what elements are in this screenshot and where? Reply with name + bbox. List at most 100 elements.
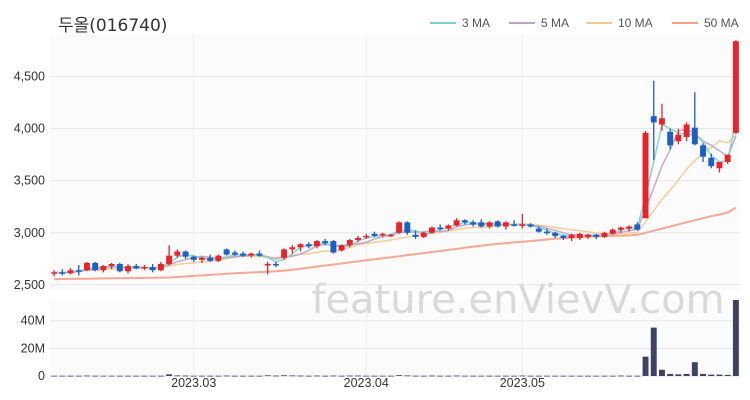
volume-bar — [215, 375, 222, 377]
volume-bar — [544, 375, 550, 377]
candle-body — [297, 244, 304, 248]
volume-bar — [207, 375, 214, 377]
volume-bar — [527, 375, 534, 377]
price-tick-label: 4,000 — [14, 122, 45, 136]
candle-body — [248, 253, 255, 256]
volume-bar — [659, 369, 665, 376]
volume-plot-area — [50, 300, 740, 376]
volume-bar — [535, 375, 542, 377]
candle-body — [708, 157, 715, 167]
legend-swatch — [430, 22, 456, 24]
volume-bar — [502, 375, 509, 377]
volume-bar — [691, 362, 698, 376]
ma5-line — [54, 128, 737, 274]
volume-bar — [494, 375, 501, 377]
candle-body — [478, 222, 485, 227]
legend-swatch — [586, 22, 612, 24]
watermark-text: feature.enVievV.com — [311, 277, 724, 323]
candle-body — [199, 257, 205, 260]
volume-bar — [322, 375, 329, 377]
candle-body — [355, 237, 361, 241]
candle-body — [576, 233, 583, 238]
volume-bar — [683, 373, 690, 376]
volume-tick-label: 20M — [21, 341, 45, 355]
candle-body — [314, 241, 320, 247]
candle-body — [560, 235, 567, 238]
volume-bar — [437, 375, 444, 377]
x-tick-label: 2023.05 — [500, 376, 545, 390]
volume-bar — [601, 375, 608, 377]
volume-bar — [552, 375, 559, 377]
volume-bar — [478, 375, 485, 377]
candle-body — [544, 231, 550, 234]
legend-item: 50 MA — [672, 16, 739, 30]
x-tick-label: 2023.04 — [344, 376, 389, 390]
volume-bar — [667, 373, 674, 376]
volume-bar — [453, 375, 460, 377]
volume-bar — [371, 375, 378, 377]
ma10-line — [54, 134, 737, 274]
candle-body — [231, 252, 238, 255]
volume-bar — [84, 375, 90, 377]
price-tick-label: 3,500 — [14, 174, 45, 188]
candle-body — [379, 233, 386, 236]
candle-body — [617, 227, 624, 230]
volume-bar — [617, 375, 624, 377]
legend-item: 10 MA — [586, 16, 653, 30]
candle-body — [552, 232, 559, 236]
legend-label: 5 MA — [541, 16, 570, 30]
volume-bar — [642, 356, 649, 376]
volume-bar — [675, 374, 682, 376]
volume-bar — [174, 375, 181, 377]
price-plot-area — [50, 35, 740, 290]
candle-body — [437, 227, 444, 230]
candle-body — [445, 225, 452, 229]
volume-bar — [650, 327, 657, 376]
volume-bar — [412, 375, 419, 377]
candle-body — [207, 257, 214, 261]
candle-body — [502, 222, 509, 227]
candle-body — [305, 244, 312, 247]
candle-body — [363, 235, 370, 238]
candle-body — [190, 256, 197, 260]
volume-bar — [724, 374, 731, 376]
candle-body — [404, 222, 411, 233]
candle-body — [125, 266, 131, 272]
price-tick-label: 3,000 — [14, 226, 45, 240]
candle-body — [568, 234, 575, 238]
candle-body — [75, 270, 82, 272]
volume-bar — [199, 375, 205, 377]
candle-body — [141, 267, 148, 269]
volume-bar — [626, 375, 633, 377]
candle-body — [601, 232, 608, 237]
candle-body — [429, 227, 435, 233]
volume-bar — [133, 375, 140, 377]
candle-body — [108, 263, 115, 267]
legend-label: 50 MA — [704, 16, 739, 30]
volume-bar — [182, 375, 189, 377]
candle-body — [322, 241, 329, 244]
candle-body — [535, 228, 542, 232]
chart-title: 두올(016740) — [58, 16, 168, 36]
volume-bar — [166, 374, 173, 376]
volume-bar — [404, 375, 411, 377]
volume-bar — [223, 375, 230, 377]
candle-body — [420, 232, 427, 237]
candle-body — [650, 116, 657, 123]
candle-body — [700, 145, 706, 157]
volume-bar — [486, 375, 493, 377]
volume-bar — [305, 375, 312, 377]
volume-bar — [157, 375, 164, 377]
volume-bar — [67, 375, 74, 377]
volume-bar — [634, 375, 641, 377]
candle-body — [461, 220, 468, 223]
volume-bar — [51, 375, 58, 377]
volume-bar — [708, 374, 715, 376]
legend-label: 3 MA — [462, 16, 491, 30]
candle-body — [346, 240, 353, 246]
volume-bar — [125, 375, 131, 377]
volume-bar — [190, 375, 197, 377]
candle-body — [453, 220, 460, 226]
